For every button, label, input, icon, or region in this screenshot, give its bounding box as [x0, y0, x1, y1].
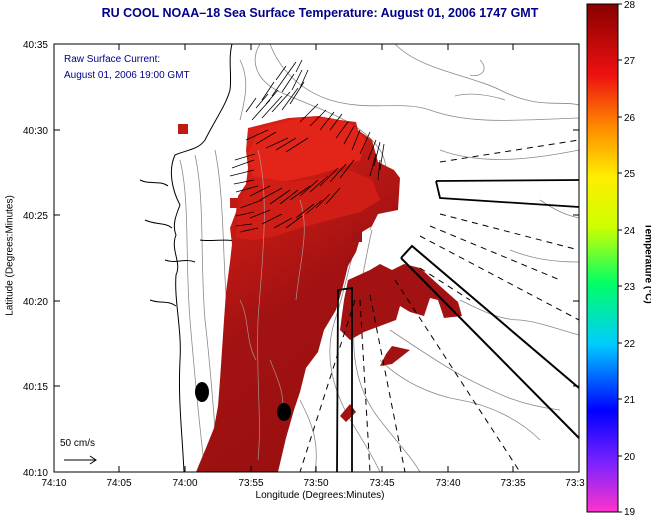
x-tick-label: 73:55: [238, 478, 263, 489]
x-tick-label: 74:10: [41, 478, 66, 489]
x-axis: [53, 44, 580, 472]
colorbar-tick-label: 19: [624, 507, 636, 518]
colorbar-tick-label: 24: [624, 226, 636, 237]
colorbar-tick-label: 22: [624, 339, 636, 350]
scale-label: 50 cm/s: [60, 438, 96, 449]
x-tick-label: 73:3: [565, 478, 585, 489]
current-label-line1: Raw Surface Current:: [64, 54, 161, 65]
y-tick-label: 40:15: [23, 382, 48, 393]
y-tick-label: 40:25: [23, 211, 48, 222]
colorbar-tick-label: 28: [624, 0, 636, 11]
x-tick-label: 73:35: [500, 478, 525, 489]
sst-raster: [178, 116, 462, 472]
scale-arrow: [64, 455, 97, 465]
map-plot-area: [54, 43, 580, 473]
x-tick-label: 74:00: [172, 478, 197, 489]
station-marker: [277, 403, 291, 421]
x-tick-labels: 74:10 74:05 74:00 73:55 73:50 73:45 73:4…: [41, 478, 585, 489]
colorbar-tick-label: 23: [624, 282, 636, 293]
x-tick-label: 74:05: [106, 478, 131, 489]
x-tick-label: 73:50: [303, 478, 328, 489]
colorbar: 28 27 26 25 24 23 22 21 20 19: [586, 0, 636, 518]
y-axis-label: Latitude (Degrees:Minutes): [4, 195, 16, 316]
colorbar-label: Temperature (°C): [642, 223, 651, 304]
colorbar-tick-label: 21: [624, 395, 636, 406]
colorbar-tick-label: 20: [624, 452, 636, 463]
colorbar-tick-label: 26: [624, 113, 636, 124]
y-tick-label: 40:10: [23, 468, 48, 479]
colorbar-tick-label: 27: [624, 56, 636, 67]
y-axis: [54, 43, 579, 473]
current-vectors: [229, 59, 385, 233]
y-tick-label: 40:35: [23, 40, 48, 51]
x-tick-label: 73:40: [435, 478, 460, 489]
y-tick-labels: 40:35 40:30 40:25 40:20 40:15 40:10: [23, 40, 48, 479]
colorbar-tick-label: 25: [624, 169, 636, 180]
x-tick-label: 73:45: [369, 478, 394, 489]
map-title: RU COOL NOAA–18 Sea Surface Temperature:…: [101, 6, 539, 20]
current-label-line2: August 01, 2006 19:00 GMT: [64, 70, 190, 81]
radar-beams: [299, 139, 580, 473]
station-marker: [195, 382, 209, 402]
x-axis-label: Longitude (Degrees:Minutes): [255, 490, 385, 501]
y-tick-label: 40:30: [23, 126, 48, 137]
y-tick-label: 40:20: [23, 297, 48, 308]
